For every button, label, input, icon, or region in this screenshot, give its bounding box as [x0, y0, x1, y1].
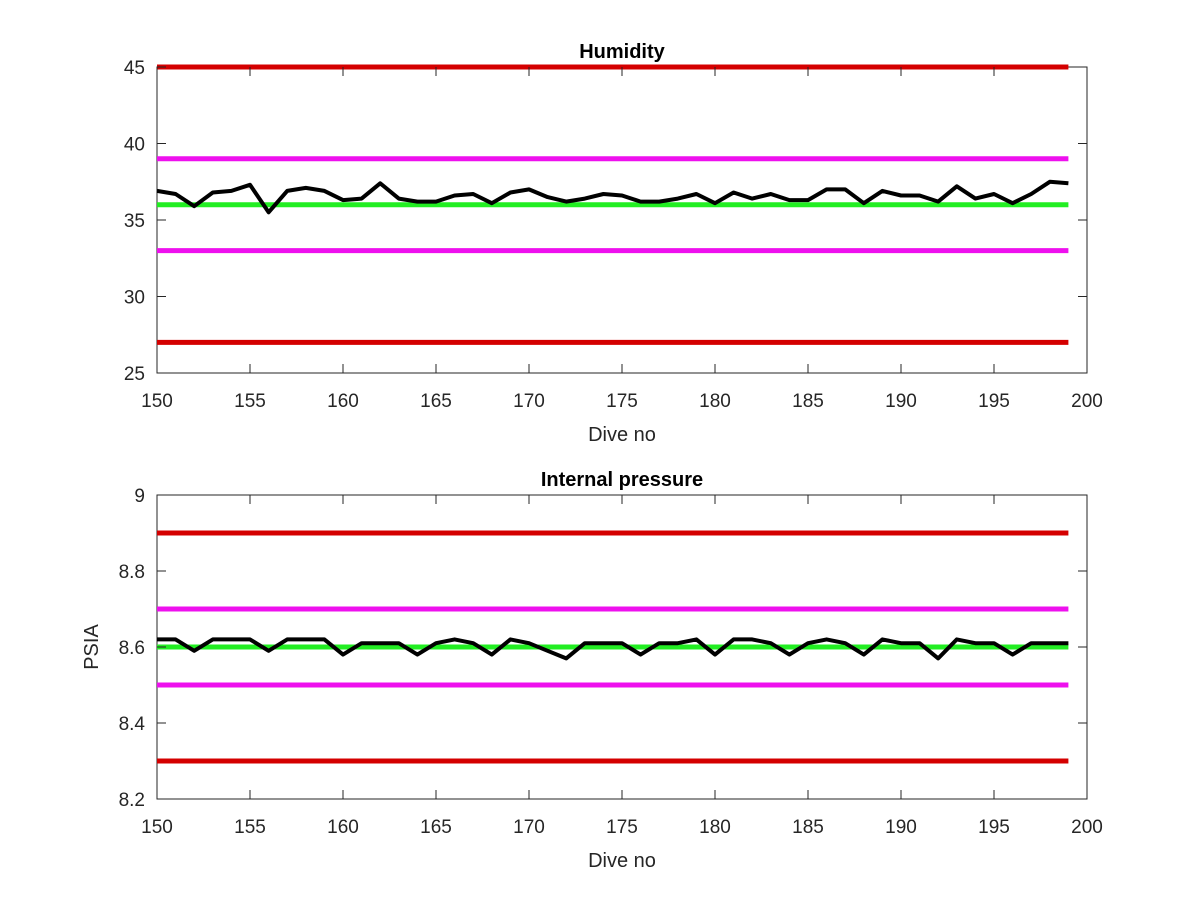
x-tick-label: 190	[885, 817, 917, 838]
x-tick-label: 195	[978, 817, 1010, 838]
y-tick-label: 9	[134, 486, 145, 507]
y-tick-label: 8.4	[119, 714, 146, 735]
data-line	[157, 637, 1069, 661]
x-tick-label: 185	[792, 391, 824, 412]
x-tick-label: 180	[699, 817, 731, 838]
y-axis-label: PSIA	[81, 624, 103, 670]
y-tick-label: 8.2	[119, 790, 145, 811]
x-axis-label: Dive no	[588, 424, 656, 446]
y-tick-label: 35	[124, 211, 145, 232]
x-tick-label: 165	[420, 391, 452, 412]
x-tick-label: 155	[234, 391, 266, 412]
x-tick-label: 160	[327, 391, 359, 412]
x-tick-label: 150	[141, 817, 173, 838]
x-tick-label: 180	[699, 391, 731, 412]
y-tick-label: 40	[124, 135, 145, 156]
x-tick-label: 185	[792, 817, 824, 838]
x-tick-label: 200	[1071, 817, 1103, 838]
x-tick-label: 190	[885, 391, 917, 412]
y-tick-label: 30	[124, 288, 145, 309]
chart-title: Humidity	[579, 41, 665, 63]
y-tick-label: 8.8	[119, 562, 145, 583]
y-tick-label: 8.6	[119, 638, 145, 659]
x-tick-label: 200	[1071, 391, 1103, 412]
y-tick-label: 25	[124, 364, 145, 385]
chart-title: Internal pressure	[541, 469, 703, 491]
data-line	[156, 179, 1069, 215]
x-tick-label: 170	[513, 391, 545, 412]
humidity-chart: 150 155 160 165 170 175 180 185 190 195 200 25 30 35 4…	[124, 41, 1103, 446]
plot-area	[156, 66, 1088, 374]
x-tick-label: 165	[420, 817, 452, 838]
x-tick-label: 175	[606, 391, 638, 412]
x-tick-label: 195	[978, 391, 1010, 412]
internal-pressure-chart: 150 155 160 165 170 175 180 185 190 195 200 8.2 8.4 8…	[81, 469, 1103, 872]
x-tick-label: 175	[606, 817, 638, 838]
x-tick-label: 155	[234, 817, 266, 838]
x-tick-label: 170	[513, 817, 545, 838]
y-tick-label: 45	[124, 58, 145, 79]
x-axis-label: Dive no	[588, 850, 656, 872]
x-tick-label: 160	[327, 817, 359, 838]
x-tick-label: 150	[141, 391, 173, 412]
